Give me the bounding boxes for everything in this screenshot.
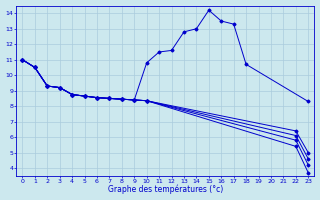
X-axis label: Graphe des températures (°c): Graphe des températures (°c)	[108, 185, 223, 194]
